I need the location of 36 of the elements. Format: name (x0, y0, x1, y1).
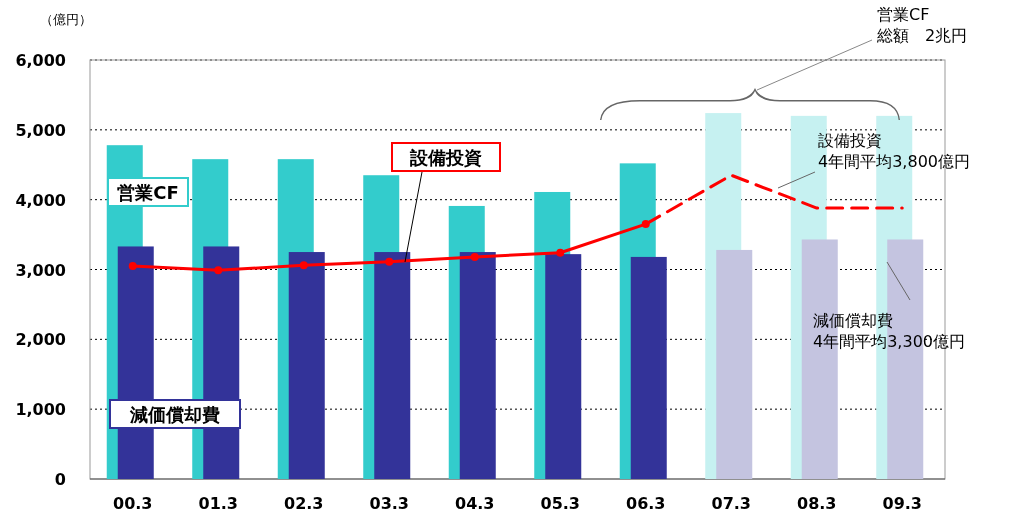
x-tick-label: 06.3 (626, 494, 666, 513)
series-label: 営業CF (117, 182, 179, 203)
y-tick-label: 4,000 (15, 190, 66, 210)
y-tick-label: 3,000 (15, 260, 66, 280)
series-label: 減価償却費 (129, 404, 220, 425)
y-axis-title: （億円） (40, 12, 92, 27)
x-tick-label: 04.3 (455, 494, 495, 513)
bar (374, 252, 411, 479)
point (470, 252, 479, 261)
text: 営業CF 総額 2兆円 (876, 5, 968, 45)
y-tick-label: 0 (54, 470, 66, 489)
x-tick-label: 02.3 (284, 494, 324, 513)
y-tick-label: 2,000 (15, 330, 66, 350)
bar (716, 249, 753, 479)
point (299, 261, 308, 270)
bar (288, 252, 325, 479)
x-tick-label: 09.3 (882, 494, 922, 513)
x-tick-label: 05.3 (540, 494, 580, 513)
text: 設備投資 (409, 147, 482, 168)
bar (545, 254, 582, 479)
x-tick-label: 03.3 (369, 494, 409, 513)
point (214, 266, 223, 275)
point (128, 262, 137, 271)
bar (459, 252, 496, 479)
point (385, 257, 394, 266)
x-tick-label: 00.3 (113, 494, 153, 513)
x-tick-label: 07.3 (711, 494, 751, 513)
x-tick-label: 08.3 (797, 494, 837, 513)
bar (630, 256, 667, 479)
y-tick-label: 1,000 (15, 400, 66, 420)
annotation: 設備投資 4年間平均3,800億円 (818, 131, 970, 171)
point (556, 248, 565, 257)
x-tick-label: 01.3 (198, 494, 238, 513)
y-tick-label: 6,000 (15, 51, 66, 70)
annotation: 減価償却費 4年間平均3,300億円 (813, 311, 965, 351)
y-tick-label: 5,000 (15, 120, 66, 140)
